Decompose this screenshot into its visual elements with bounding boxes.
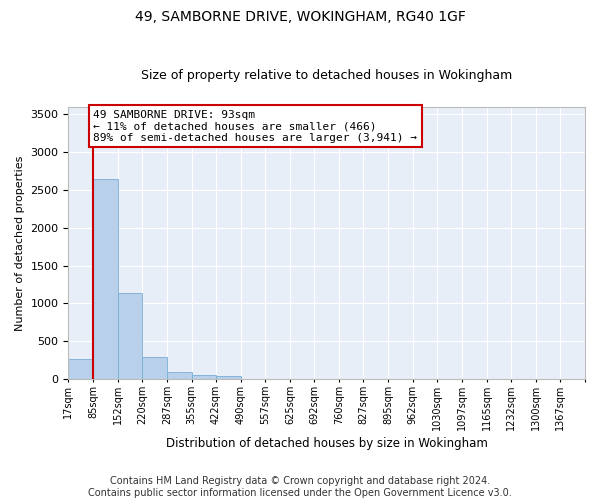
- Title: Size of property relative to detached houses in Wokingham: Size of property relative to detached ho…: [141, 69, 512, 82]
- Text: 49 SAMBORNE DRIVE: 93sqm
← 11% of detached houses are smaller (466)
89% of semi-: 49 SAMBORNE DRIVE: 93sqm ← 11% of detach…: [93, 110, 417, 143]
- Bar: [142, 358, 167, 379]
- Text: 49, SAMBORNE DRIVE, WOKINGHAM, RG40 1GF: 49, SAMBORNE DRIVE, WOKINGHAM, RG40 1GF: [134, 10, 466, 24]
- X-axis label: Distribution of detached houses by size in Wokingham: Distribution of detached houses by size …: [166, 437, 488, 450]
- Bar: [216, 376, 241, 379]
- Text: Contains HM Land Registry data © Crown copyright and database right 2024.
Contai: Contains HM Land Registry data © Crown c…: [88, 476, 512, 498]
- Bar: [191, 375, 217, 379]
- Y-axis label: Number of detached properties: Number of detached properties: [15, 155, 25, 330]
- Bar: [118, 293, 142, 379]
- Bar: [68, 358, 93, 379]
- Bar: [167, 372, 191, 379]
- Bar: [93, 178, 118, 379]
